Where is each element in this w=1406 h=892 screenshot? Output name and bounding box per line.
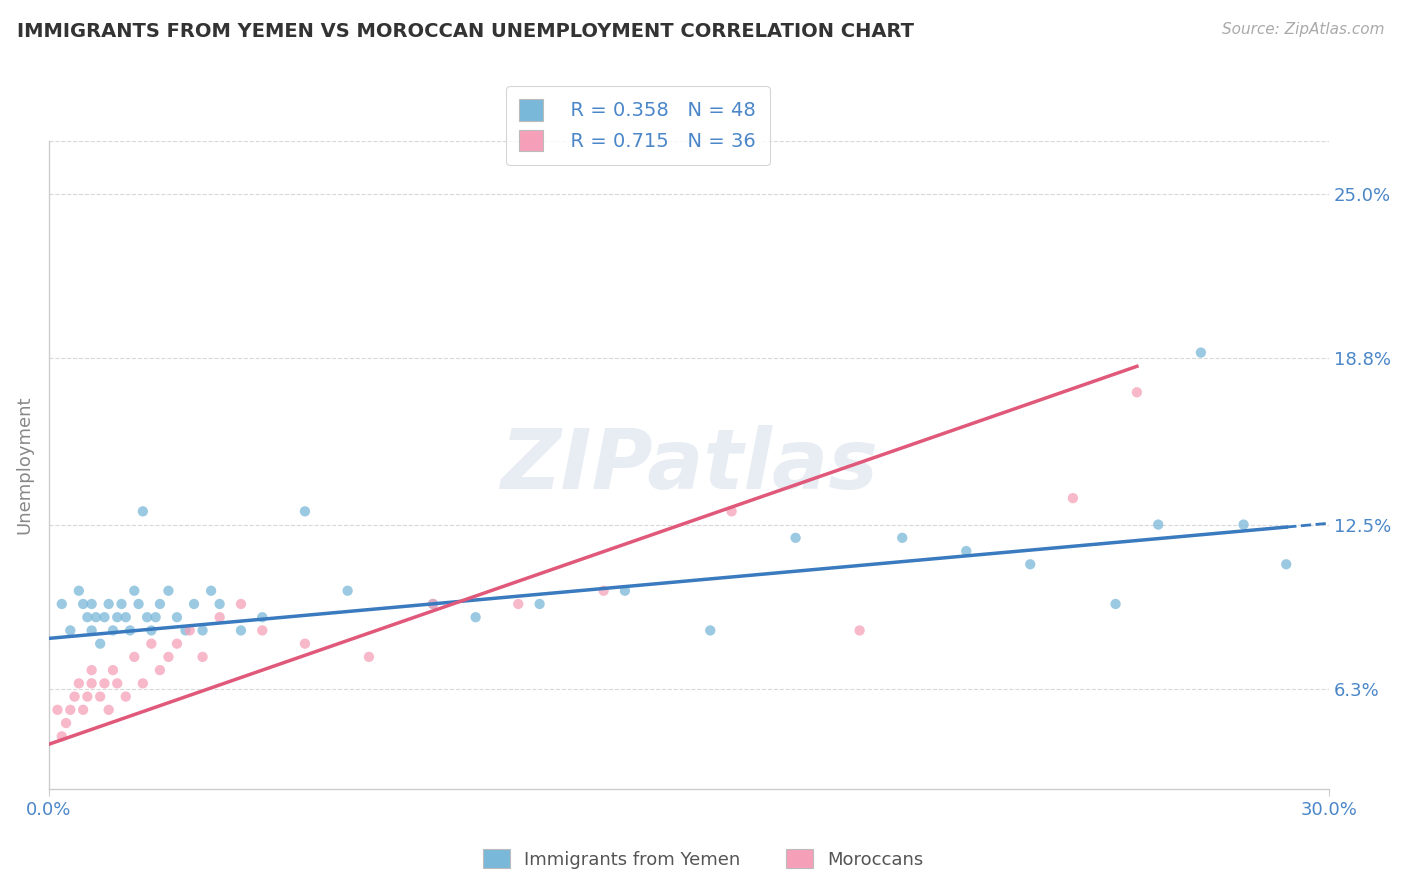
- Point: [97, 597, 120, 611]
- Point: [1275, 558, 1298, 572]
- Point: [1189, 345, 1212, 359]
- Point: [89, 690, 111, 704]
- Point: [110, 597, 132, 611]
- Point: [93, 610, 115, 624]
- Point: [51, 597, 73, 611]
- Point: [891, 531, 914, 545]
- Point: [63, 690, 86, 704]
- Point: [141, 637, 163, 651]
- Point: [84, 610, 107, 624]
- Point: [89, 637, 111, 651]
- Point: [80, 663, 103, 677]
- Point: [72, 703, 94, 717]
- Point: [141, 624, 163, 638]
- Point: [336, 583, 359, 598]
- Point: [785, 531, 807, 545]
- Point: [294, 504, 316, 518]
- Point: [229, 624, 252, 638]
- Text: IMMIGRANTS FROM YEMEN VS MOROCCAN UNEMPLOYMENT CORRELATION CHART: IMMIGRANTS FROM YEMEN VS MOROCCAN UNEMPL…: [17, 22, 914, 41]
- Point: [67, 676, 90, 690]
- Y-axis label: Unemployment: Unemployment: [15, 396, 32, 534]
- Point: [149, 663, 172, 677]
- Point: [294, 637, 316, 651]
- Point: [1232, 517, 1254, 532]
- Text: ZIPatlas: ZIPatlas: [501, 425, 877, 506]
- Point: [93, 676, 115, 690]
- Point: [699, 624, 721, 638]
- Point: [124, 649, 146, 664]
- Point: [97, 703, 120, 717]
- Point: [114, 690, 136, 704]
- Point: [508, 597, 530, 611]
- Legend:   R = 0.358   N = 48,   R = 0.715   N = 36: R = 0.358 N = 48, R = 0.715 N = 36: [506, 86, 769, 165]
- Point: [191, 624, 214, 638]
- Point: [1147, 517, 1170, 532]
- Point: [464, 610, 486, 624]
- Point: [132, 504, 155, 518]
- Point: [592, 583, 614, 598]
- Point: [613, 583, 636, 598]
- Point: [1062, 491, 1084, 505]
- Point: [166, 637, 188, 651]
- Point: [105, 610, 128, 624]
- Point: [105, 676, 128, 690]
- Point: [114, 610, 136, 624]
- Point: [101, 663, 124, 677]
- Point: [252, 610, 274, 624]
- Point: [132, 676, 155, 690]
- Point: [157, 649, 180, 664]
- Point: [124, 583, 146, 598]
- Point: [191, 649, 214, 664]
- Text: Source: ZipAtlas.com: Source: ZipAtlas.com: [1222, 22, 1385, 37]
- Point: [118, 624, 141, 638]
- Point: [51, 729, 73, 743]
- Point: [145, 610, 167, 624]
- Point: [67, 583, 90, 598]
- Point: [76, 610, 98, 624]
- Point: [229, 597, 252, 611]
- Point: [128, 597, 150, 611]
- Point: [179, 624, 201, 638]
- Point: [80, 597, 103, 611]
- Point: [183, 597, 205, 611]
- Point: [955, 544, 977, 558]
- Legend: Immigrants from Yemen, Moroccans: Immigrants from Yemen, Moroccans: [475, 842, 931, 876]
- Point: [208, 597, 231, 611]
- Point: [72, 597, 94, 611]
- Point: [101, 624, 124, 638]
- Point: [200, 583, 222, 598]
- Point: [46, 703, 69, 717]
- Point: [136, 610, 159, 624]
- Point: [720, 504, 742, 518]
- Point: [76, 690, 98, 704]
- Point: [1126, 385, 1149, 400]
- Point: [59, 624, 82, 638]
- Point: [166, 610, 188, 624]
- Point: [848, 624, 870, 638]
- Point: [157, 583, 180, 598]
- Point: [55, 716, 77, 731]
- Point: [208, 610, 231, 624]
- Point: [529, 597, 551, 611]
- Point: [422, 597, 444, 611]
- Point: [174, 624, 197, 638]
- Point: [1019, 558, 1042, 572]
- Point: [59, 703, 82, 717]
- Point: [422, 597, 444, 611]
- Point: [80, 624, 103, 638]
- Point: [252, 624, 274, 638]
- Point: [149, 597, 172, 611]
- Point: [1104, 597, 1126, 611]
- Point: [80, 676, 103, 690]
- Point: [357, 649, 380, 664]
